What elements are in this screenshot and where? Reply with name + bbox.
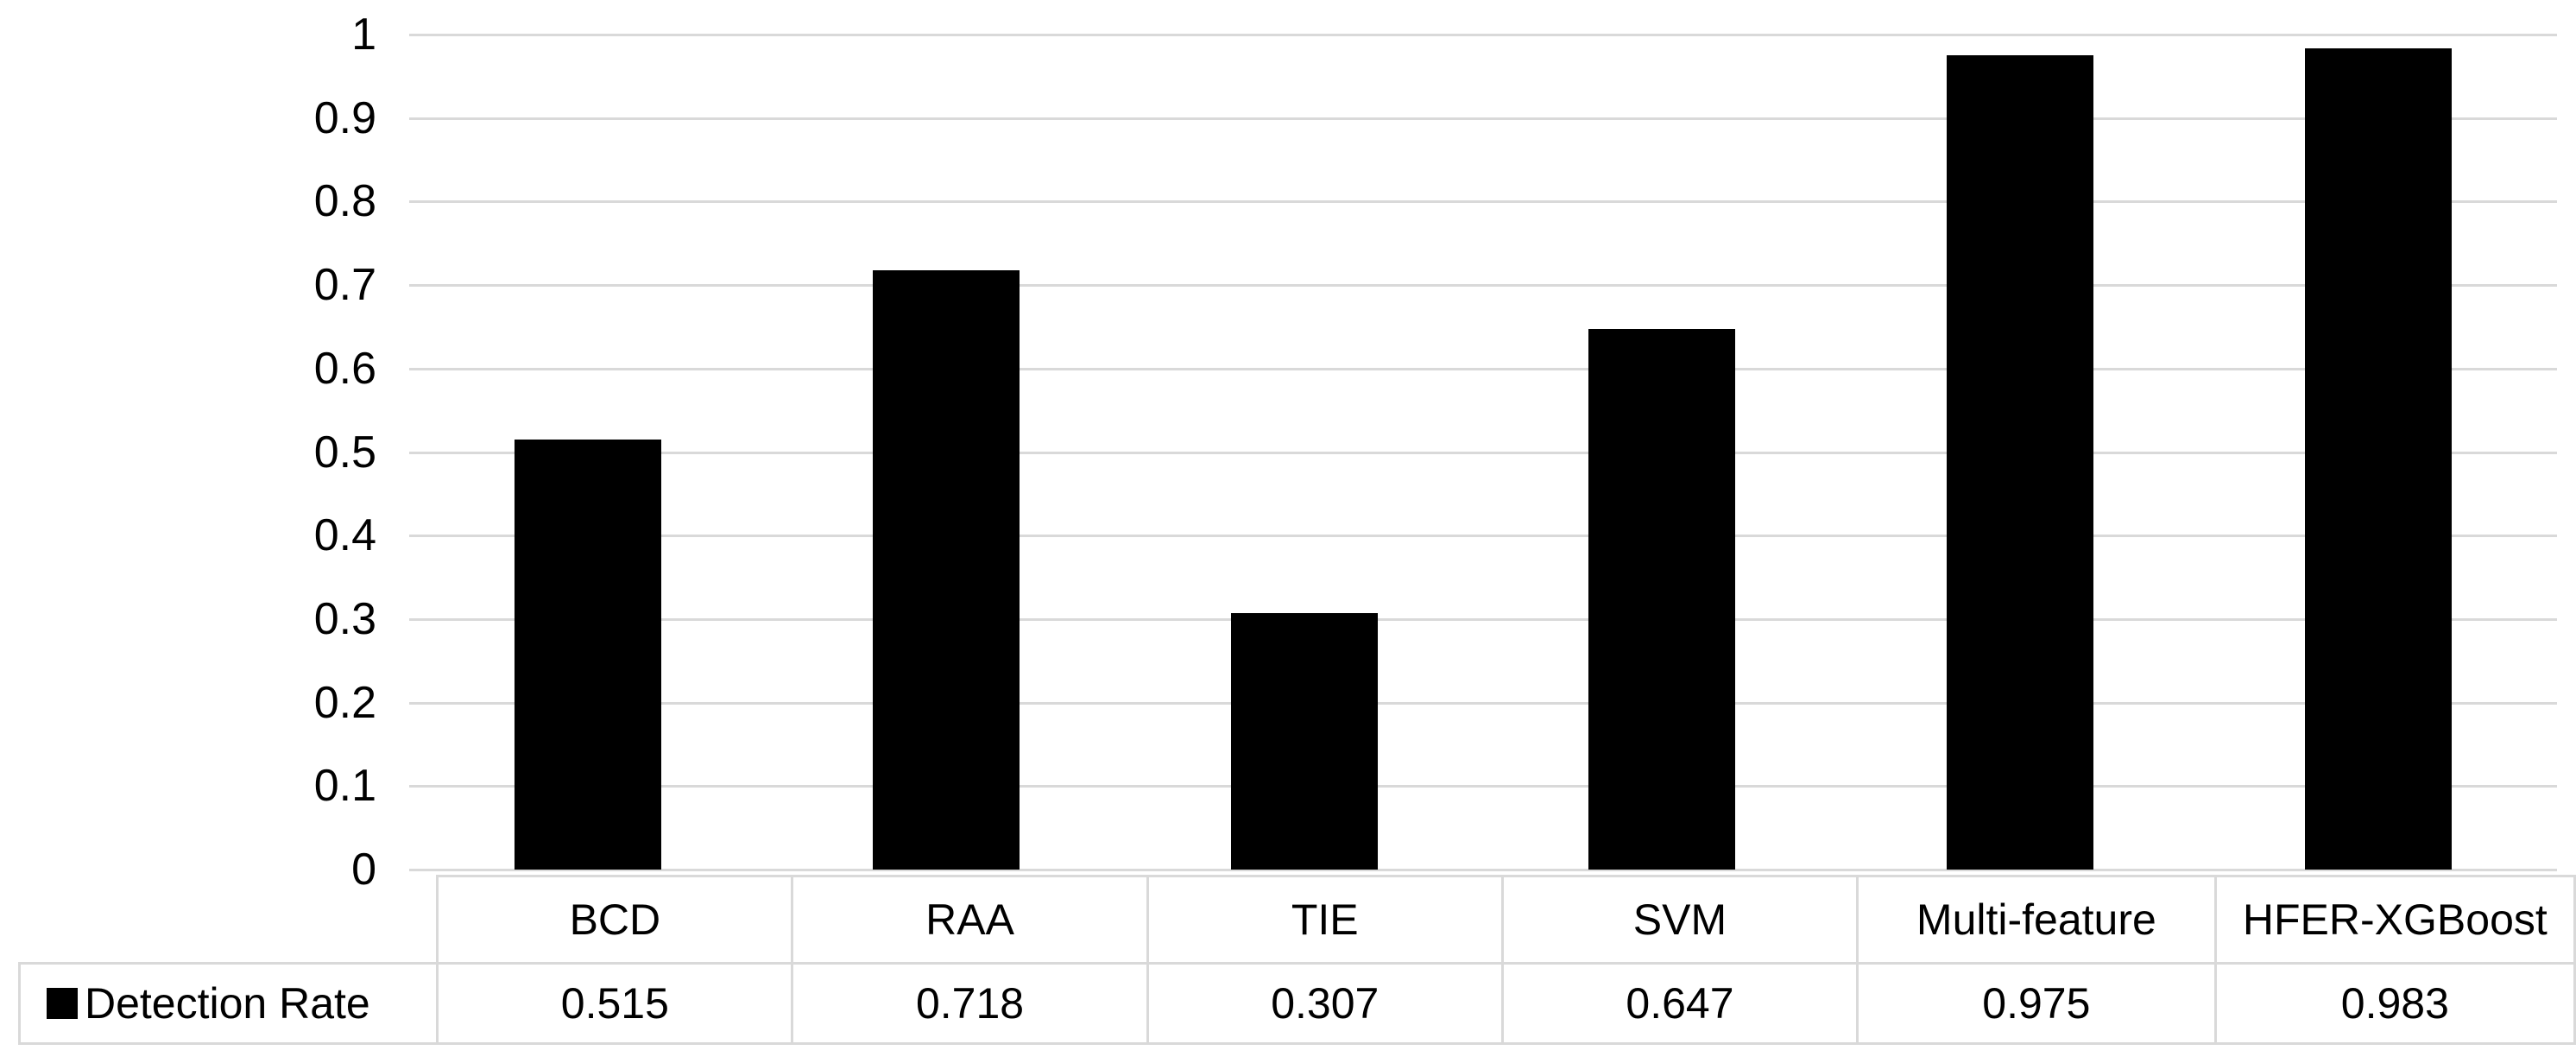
y-axis-tick-label: 0.6 — [313, 343, 376, 394]
table-header-row: BCD RAA TIE SVM Multi-feature HFER-XGBoost — [20, 875, 2576, 965]
bar-hfer-xgboost — [2305, 48, 2452, 870]
y-axis-tick-label: 0.3 — [313, 593, 376, 644]
bar-raa — [873, 270, 1020, 870]
gridline — [409, 34, 2557, 36]
category-header-svm: SVM — [1500, 875, 1859, 965]
gridline — [409, 785, 2557, 788]
bar-svm — [1588, 329, 1735, 870]
y-axis-tick-label: 0.7 — [313, 260, 376, 311]
bar-tie — [1231, 613, 1378, 870]
y-axis-tick-label: 0.1 — [313, 761, 376, 812]
series-name: Detection Rate — [85, 979, 370, 1028]
value-cell-bcd: 0.515 — [436, 962, 794, 1045]
value-cell-hfer-xgboost: 0.983 — [2213, 962, 2576, 1045]
y-axis-tick-label: 1 — [351, 9, 376, 60]
value-cell-multi-feature: 0.975 — [1856, 962, 2217, 1045]
series-marker-icon — [47, 988, 78, 1019]
y-axis-tick-label: 0.2 — [313, 677, 376, 728]
gridline — [409, 617, 2557, 621]
y-axis-tick-label: 0.4 — [313, 510, 376, 561]
category-header-tie: TIE — [1146, 875, 1504, 965]
category-header-hfer-xgboost: HFER-XGBoost — [2213, 875, 2576, 965]
y-axis-tick-label: 0.9 — [313, 92, 376, 143]
gridline — [409, 117, 2557, 120]
y-axis-tick-label: 0.8 — [313, 176, 376, 227]
gridline — [409, 200, 2557, 204]
gridline — [409, 701, 2557, 705]
gridline — [409, 869, 2557, 871]
header-spacer-cell — [20, 876, 438, 964]
category-header-multi-feature: Multi-feature — [1856, 875, 2217, 965]
data-table: BCD RAA TIE SVM Multi-feature HFER-XGBoost Det… — [17, 875, 2576, 1045]
category-header-raa: RAA — [791, 875, 1149, 965]
value-cell-tie: 0.307 — [1146, 962, 1504, 1045]
table-value-row: Detection Rate 0.515 0.718 0.307 0.647 0.975 0… — [17, 962, 2576, 1045]
gridline — [409, 535, 2557, 538]
value-cell-svm: 0.647 — [1500, 962, 1859, 1045]
y-axis-tick-label: 0.5 — [313, 427, 376, 478]
legend-inner: Detection Rate — [47, 978, 435, 1028]
bar-bcd — [515, 440, 661, 870]
y-axis-tick-label: 0 — [351, 845, 376, 895]
value-cell-raa: 0.718 — [791, 962, 1149, 1045]
bar-multi-feature — [1947, 55, 2093, 870]
gridline — [409, 367, 2557, 370]
gridline — [409, 284, 2557, 288]
gridline — [409, 451, 2557, 454]
legend-cell: Detection Rate — [17, 962, 439, 1045]
category-header-bcd: BCD — [436, 875, 794, 965]
